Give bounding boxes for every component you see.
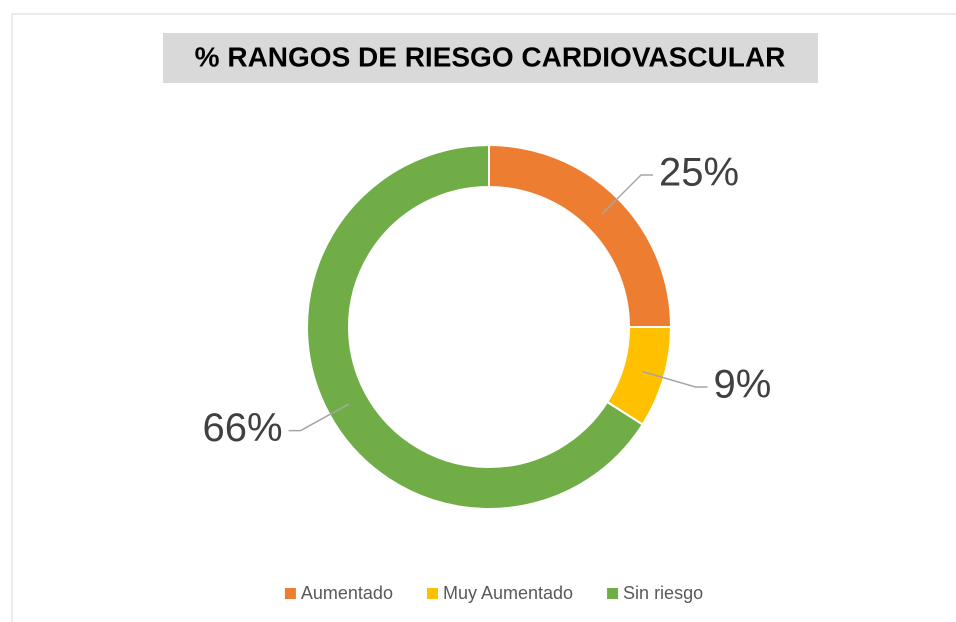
legend-swatch: [284, 588, 296, 599]
legend-swatch: [426, 588, 438, 599]
leader-line: [288, 403, 350, 432]
legend-label: Aumentado: [301, 583, 393, 603]
data-label: 9%: [713, 363, 771, 407]
chart-title: % RANGOS DE RIESGO CARDIOVASCULAR: [195, 41, 786, 72]
donut-segment: [306, 143, 645, 510]
data-label: 25%: [659, 151, 739, 195]
chart-area: [11, 13, 956, 622]
legend-swatch: [607, 588, 619, 599]
legend-label: Sin riesgo: [623, 583, 703, 603]
data-label: 66%: [203, 406, 283, 450]
legend-label: Muy Aumentado: [443, 583, 573, 603]
leader-line: [601, 174, 654, 215]
title-box: [163, 33, 818, 83]
leader-line: [642, 370, 708, 388]
